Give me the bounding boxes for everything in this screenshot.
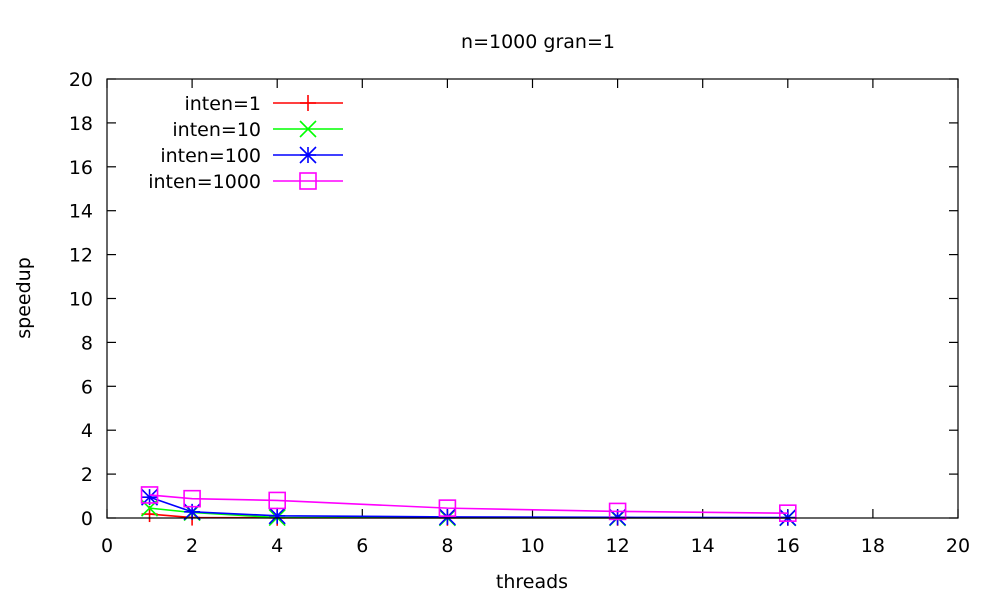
x-tick-label: 8 bbox=[441, 535, 453, 557]
series-inten=100 bbox=[140, 488, 797, 527]
series-inten=1000 bbox=[140, 486, 797, 522]
x-tick-label: 18 bbox=[861, 535, 885, 557]
x-tick-label: 6 bbox=[356, 535, 368, 557]
x-tick-label: 14 bbox=[691, 535, 715, 557]
data-point-plus bbox=[300, 95, 316, 111]
y-axis-label: speedup bbox=[13, 257, 35, 339]
series-line bbox=[149, 496, 788, 519]
y-tick-label: 10 bbox=[69, 289, 93, 311]
data-point-square bbox=[299, 172, 317, 190]
x-tick-label: 2 bbox=[186, 535, 198, 557]
plot-frame bbox=[106, 78, 959, 519]
data-point-star bbox=[268, 507, 286, 525]
series-line bbox=[149, 494, 788, 514]
data-point-square bbox=[778, 504, 797, 522]
legend-label: inten=1 bbox=[184, 93, 261, 115]
x-tick-label: 4 bbox=[271, 535, 283, 557]
x-tick-label: 20 bbox=[946, 535, 970, 557]
series-layer bbox=[140, 486, 797, 527]
data-point-cross bbox=[299, 120, 317, 138]
x-tick-label: 10 bbox=[520, 535, 544, 557]
chart-title: n=1000 gran=1 bbox=[461, 31, 615, 53]
y-tick-label: 2 bbox=[81, 464, 93, 486]
y-tick-label: 0 bbox=[81, 508, 93, 530]
y-tick-label: 14 bbox=[69, 201, 93, 223]
data-point-square bbox=[140, 486, 159, 504]
data-point-square bbox=[608, 502, 627, 521]
legend-label: inten=100 bbox=[160, 145, 261, 167]
x-tick-label: 16 bbox=[776, 535, 800, 557]
y-tick-label: 8 bbox=[81, 332, 93, 354]
legend: inten=1 inten=10 inten=100 inten=1000 bbox=[148, 93, 343, 193]
legend-label: inten=1000 bbox=[148, 171, 261, 193]
data-point-square bbox=[268, 491, 287, 510]
axis-ticks: 0 2 4 6 8 10 12 14 16 18 20 0 2 4 6 8 10 12 14 16 18 20 bbox=[69, 69, 970, 557]
x-axis-label: threads bbox=[496, 571, 568, 593]
y-tick-label: 18 bbox=[69, 113, 93, 135]
data-point-square bbox=[438, 499, 457, 517]
y-tick-label: 16 bbox=[69, 157, 93, 179]
x-tick-label: 0 bbox=[101, 535, 113, 557]
y-tick-label: 6 bbox=[81, 376, 93, 398]
data-point-square bbox=[183, 489, 201, 508]
y-tick-label: 12 bbox=[69, 245, 93, 267]
x-tick-label: 12 bbox=[606, 535, 630, 557]
y-tick-label: 4 bbox=[81, 420, 93, 442]
y-tick-label: 20 bbox=[69, 69, 93, 91]
data-point-star bbox=[299, 146, 317, 164]
legend-label: inten=10 bbox=[172, 119, 261, 141]
